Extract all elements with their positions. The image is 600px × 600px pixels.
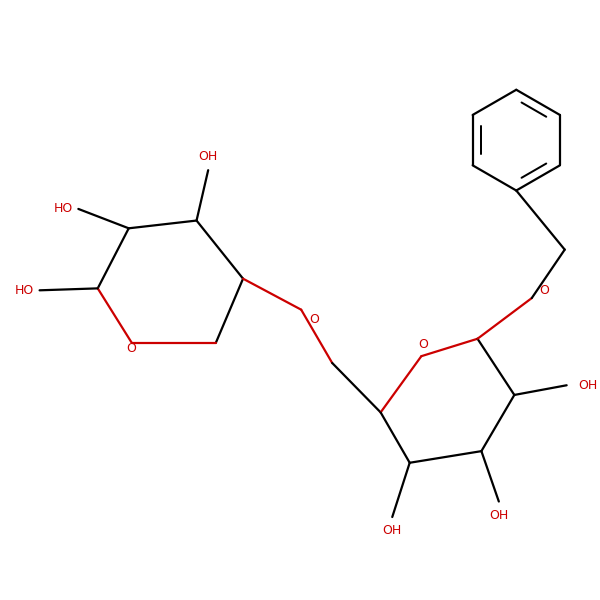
Text: OH: OH	[578, 379, 598, 392]
Text: HO: HO	[14, 284, 34, 297]
Text: O: O	[418, 338, 428, 351]
Text: O: O	[127, 342, 137, 355]
Text: OH: OH	[489, 509, 508, 521]
Text: O: O	[309, 313, 319, 326]
Text: HO: HO	[53, 202, 73, 215]
Text: OH: OH	[199, 150, 218, 163]
Text: O: O	[539, 284, 550, 297]
Text: OH: OH	[383, 524, 402, 537]
